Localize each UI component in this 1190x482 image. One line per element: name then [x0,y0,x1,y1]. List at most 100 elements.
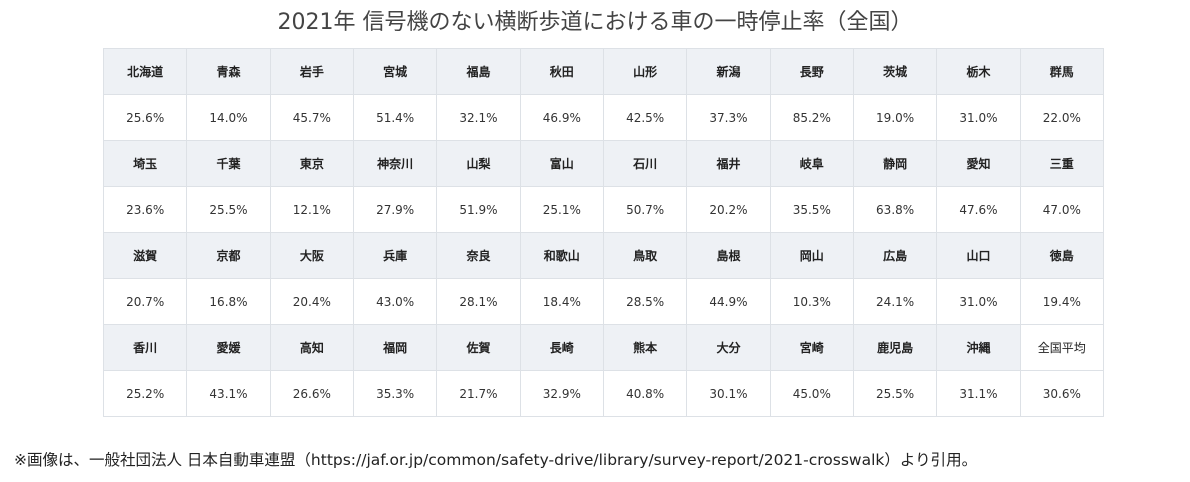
prefecture-cell: 岐阜 [769,140,854,187]
prefecture-row: 北海道 青森 岩手 宮城 福島 秋田 山形 新潟 長野 茨城 栃木 群馬 [102,48,1105,95]
rate-cell: 30.6% [1019,370,1105,417]
rate-cell: 25.5% [186,186,271,233]
prefecture-cell: 山形 [602,48,688,95]
rate-cell: 47.0% [1019,186,1105,233]
rate-cell: 20.2% [686,186,771,233]
rate-cell: 10.3% [769,278,854,325]
rate-cell: 43.0% [352,278,438,325]
footnote: ※画像は、一般社団法人 日本自動車連盟（https://jaf.or.jp/co… [14,451,978,469]
rate-row: 23.6% 25.5% 12.1% 27.9% 51.9% 25.1% 50.7% 20.2%… [102,186,1105,233]
prefecture-cell: 長野 [769,48,854,95]
rate-cell: 63.8% [852,186,938,233]
rate-cell: 21.7% [436,370,521,417]
prefecture-cell: 千葉 [186,140,271,187]
rate-cell: 45.7% [269,94,354,141]
prefecture-cell: 広島 [852,232,938,279]
rate-cell: 30.1% [686,370,771,417]
prefecture-cell: 岡山 [769,232,854,279]
prefecture-cell: 高知 [269,324,354,371]
prefecture-cell: 栃木 [936,48,1021,95]
prefecture-cell: 兵庫 [352,232,438,279]
rate-cell: 23.6% [102,186,188,233]
prefecture-cell: 奈良 [436,232,521,279]
prefecture-cell: 三重 [1019,140,1105,187]
rate-cell: 51.9% [436,186,521,233]
rate-cell: 18.4% [519,278,604,325]
prefecture-cell: 愛知 [936,140,1021,187]
prefecture-cell: 石川 [602,140,688,187]
rate-cell: 85.2% [769,94,854,141]
prefecture-cell: 熊本 [602,324,688,371]
rate-row: 25.6% 14.0% 45.7% 51.4% 32.1% 46.9% 42.5% 37.3%… [102,94,1105,141]
rate-cell: 32.9% [519,370,604,417]
rate-cell: 19.4% [1019,278,1105,325]
prefecture-cell: 北海道 [102,48,188,95]
prefecture-cell: 滋賀 [102,232,188,279]
prefecture-cell: 新潟 [686,48,771,95]
prefecture-cell: 大阪 [269,232,354,279]
rate-cell: 25.6% [102,94,188,141]
prefecture-cell: 愛媛 [186,324,271,371]
rate-cell: 25.2% [102,370,188,417]
rate-cell: 22.0% [1019,94,1105,141]
prefecture-cell: 神奈川 [352,140,438,187]
prefecture-cell: 茨城 [852,48,938,95]
prefecture-cell: 鹿児島 [852,324,938,371]
rate-cell: 35.5% [769,186,854,233]
prefecture-cell: 山梨 [436,140,521,187]
rate-cell: 31.0% [936,278,1021,325]
prefecture-cell: 群馬 [1019,48,1105,95]
prefecture-row: 埼玉 千葉 東京 神奈川 山梨 富山 石川 福井 岐阜 静岡 愛知 三重 [102,140,1105,187]
prefecture-cell: 全国平均 [1019,324,1105,371]
prefecture-cell: 鳥取 [602,232,688,279]
prefecture-cell: 沖縄 [936,324,1021,371]
rate-cell: 35.3% [352,370,438,417]
prefecture-cell: 埼玉 [102,140,188,187]
rate-cell: 19.0% [852,94,938,141]
rate-cell: 20.7% [102,278,188,325]
prefecture-cell: 島根 [686,232,771,279]
rate-cell: 44.9% [686,278,771,325]
rate-cell: 28.5% [602,278,688,325]
rate-cell: 26.6% [269,370,354,417]
prefecture-cell: 富山 [519,140,604,187]
rate-cell: 40.8% [602,370,688,417]
prefecture-row: 滋賀 京都 大阪 兵庫 奈良 和歌山 鳥取 島根 岡山 広島 山口 徳島 [102,232,1105,279]
rate-cell: 46.9% [519,94,604,141]
rate-cell: 27.9% [352,186,438,233]
rate-cell: 28.1% [436,278,521,325]
prefecture-cell: 岩手 [269,48,354,95]
rate-cell: 20.4% [269,278,354,325]
prefecture-cell: 香川 [102,324,188,371]
prefecture-cell: 秋田 [519,48,604,95]
rate-cell: 12.1% [269,186,354,233]
prefecture-cell: 福島 [436,48,521,95]
rate-row: 20.7% 16.8% 20.4% 43.0% 28.1% 18.4% 28.5% 44.9%… [102,278,1105,325]
prefecture-cell: 青森 [186,48,271,95]
prefecture-cell: 福井 [686,140,771,187]
rate-cell: 32.1% [436,94,521,141]
rate-row: 25.2% 43.1% 26.6% 35.3% 21.7% 32.9% 40.8% 30.1%… [102,370,1105,417]
prefecture-cell: 京都 [186,232,271,279]
prefecture-cell: 静岡 [852,140,938,187]
rate-cell: 51.4% [352,94,438,141]
rate-cell: 43.1% [186,370,271,417]
prefecture-cell: 和歌山 [519,232,604,279]
rate-cell: 14.0% [186,94,271,141]
prefecture-cell: 宮崎 [769,324,854,371]
rate-cell: 31.1% [936,370,1021,417]
prefecture-cell: 東京 [269,140,354,187]
prefecture-cell: 山口 [936,232,1021,279]
rate-cell: 45.0% [769,370,854,417]
prefecture-row: 香川 愛媛 高知 福岡 佐賀 長崎 熊本 大分 宮崎 鹿児島 沖縄 全国平均 [102,324,1105,371]
rate-cell: 25.1% [519,186,604,233]
prefecture-cell: 宮城 [352,48,438,95]
prefecture-cell: 佐賀 [436,324,521,371]
prefecture-cell: 大分 [686,324,771,371]
rate-cell: 37.3% [686,94,771,141]
rate-cell: 47.6% [936,186,1021,233]
prefecture-cell: 徳島 [1019,232,1105,279]
prefecture-cell: 福岡 [352,324,438,371]
rate-table: 北海道 青森 岩手 宮城 福島 秋田 山形 新潟 長野 茨城 栃木 群馬 25.6% 14.0% 45.7%… [102,48,1105,417]
